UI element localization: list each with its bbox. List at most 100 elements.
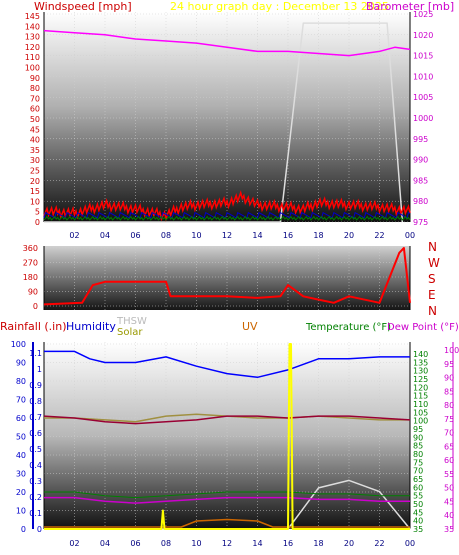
top-x-tick-label: 18	[313, 231, 323, 240]
barometer-tick-label: 990	[413, 156, 428, 165]
top-x-tick-label: 10	[191, 231, 201, 240]
wind-grey-line	[44, 22, 404, 223]
dir-label-s: S	[428, 272, 436, 286]
legend-rainfall: Rainfall (.in)	[0, 320, 67, 333]
barometer-tick-label: 1000	[413, 114, 433, 123]
windspeed-tick-label: 110	[25, 53, 40, 62]
humidity-tick-label: 30	[16, 470, 26, 479]
humidity-tick-label: 70	[16, 396, 26, 405]
temperature-tick-label: 130	[413, 367, 428, 376]
bottom-x-tick-label: 04	[100, 539, 110, 548]
rainfall-tick-label: 1	[37, 365, 42, 374]
dir-tick-label: 360	[23, 244, 38, 253]
humidity-tick-label: 0	[21, 525, 26, 534]
rainfall-tick-label: 1.1	[29, 349, 42, 358]
dewpoint-tick-label: 90	[444, 374, 454, 383]
dewpoint-tick-label: 65	[444, 442, 454, 451]
rainfall-tick-label: 0.8	[29, 397, 42, 406]
windspeed-tick-label: 10	[30, 197, 40, 206]
wind-direction-labels: N W S E N	[428, 240, 440, 318]
dir-tick-label: 0	[33, 302, 38, 311]
humidity-tick-label: 10	[16, 507, 26, 516]
dewpoint-tick-label: 80	[444, 401, 454, 410]
dir-tick-label: 90	[28, 288, 38, 297]
bottom-x-tick-label: 08	[161, 539, 171, 548]
dewpoint-tick-label: 40	[444, 511, 454, 520]
legend-thsw: THSW	[116, 316, 147, 327]
temperature-tick-label: 60	[413, 483, 423, 492]
temperature-tick-label: 70	[413, 467, 423, 476]
bottom-x-tick-label: 14	[252, 539, 262, 548]
windspeed-tick-label: 120	[25, 43, 40, 52]
dewpoint-tick-label: 95	[444, 360, 454, 369]
windspeed-tick-label: 145	[25, 12, 40, 21]
temperature-tick-label: 115	[413, 392, 428, 401]
humidity-tick-label: 80	[16, 377, 26, 386]
dir-label-n-top: N	[428, 240, 437, 254]
windspeed-tick-label: 60	[30, 105, 40, 114]
dir-tick-label: 270	[23, 259, 38, 268]
top-x-tick-label: 22	[374, 231, 384, 240]
barometer-tick-label: 1025	[413, 10, 433, 19]
legend-temperature: Temperature (°F)	[305, 322, 391, 333]
temperature-tick-label: 65	[413, 475, 423, 484]
temperature-tick-label: 110	[413, 400, 428, 409]
windspeed-tick-label: 5	[35, 208, 40, 217]
legend-dewpoint: Dew Point (°F)	[387, 322, 459, 333]
temperature-tick-label: 105	[413, 408, 428, 417]
temperature-line	[43, 415, 411, 425]
temperature-tick-label: 95	[413, 425, 423, 434]
windspeed-tick-label: 130	[25, 33, 40, 42]
bottom-x-tick-label: 02	[69, 539, 79, 548]
wind-direction-plot-background	[44, 246, 410, 310]
windspeed-tick-label: 40	[30, 136, 40, 145]
top-x-tick-label: 20	[344, 231, 354, 240]
uv-line	[44, 518, 410, 528]
temperature-tick-label: 75	[413, 458, 423, 467]
humidity-tick-label: 60	[16, 414, 26, 423]
dewpoint-line	[44, 496, 410, 504]
humidity-tick-label: 100	[11, 340, 26, 349]
dir-label-e: E	[428, 288, 436, 302]
temperature-tick-label: 45	[413, 508, 423, 517]
humidity-tick-label: 20	[16, 488, 26, 497]
top-x-tick-label: 12	[222, 231, 232, 240]
chart-date-title: 24 hour graph day : December 13 2025	[170, 0, 389, 13]
windspeed-tick-label: 80	[30, 84, 40, 93]
dewpoint-tick-label: 75	[444, 415, 454, 424]
dewpoint-tick-label: 35	[444, 525, 454, 534]
temperature-tick-label: 90	[413, 433, 423, 442]
bottom-x-tick-label: 00	[405, 539, 415, 548]
temperature-tick-label: 50	[413, 500, 423, 509]
barometer-tick-label: 1005	[413, 93, 433, 102]
bottom-x-tick-label: 18	[313, 539, 323, 548]
top-x-tick-label: 02	[69, 231, 79, 240]
barometer-axis-title: Barometer [mb]	[366, 0, 454, 13]
temperature-low-line	[44, 491, 410, 499]
dewpoint-tick-label: 100	[444, 346, 459, 355]
legend-humidity: Humidity	[66, 320, 116, 333]
legend-solar: Solar	[117, 327, 143, 338]
humidity-tick-label: 40	[16, 451, 26, 460]
temperature-tick-label: 140	[413, 350, 428, 359]
dewpoint-tick-label: 55	[444, 470, 454, 479]
temperature-tick-label: 100	[413, 417, 428, 426]
windspeed-tick-label: 90	[30, 74, 40, 83]
barometer-tick-label: 1015	[413, 52, 433, 61]
dewpoint-tick-label: 45	[444, 497, 454, 506]
wind-avg-line	[43, 211, 411, 219]
rainfall-tick-label: 0.7	[29, 413, 42, 422]
windspeed-tick-label: 20	[30, 177, 40, 186]
temperature-tick-label: 80	[413, 450, 423, 459]
windspeed-tick-label: 70	[30, 94, 40, 103]
rainfall-tick-label: 0	[37, 525, 42, 534]
barometer-line	[43, 29, 411, 57]
series-layer	[43, 22, 411, 530]
rainfall-tick-label: 0.6	[29, 429, 42, 438]
humidity-tick-label: 90	[16, 359, 26, 368]
dewpoint-tick-label: 70	[444, 429, 454, 438]
windspeed-tick-label: 140	[25, 22, 40, 31]
top-x-tick-label: 14	[252, 231, 262, 240]
humidity-line	[44, 350, 410, 379]
